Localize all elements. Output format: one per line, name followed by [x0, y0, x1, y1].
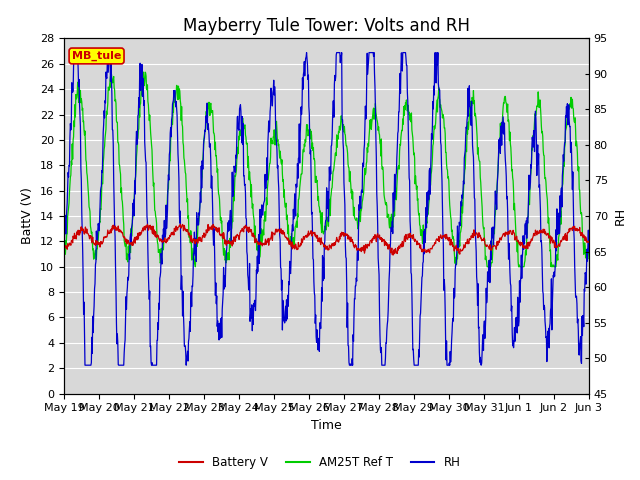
X-axis label: Time: Time	[311, 419, 342, 432]
Title: Mayberry Tule Tower: Volts and RH: Mayberry Tule Tower: Volts and RH	[183, 17, 470, 36]
Text: MB_tule: MB_tule	[72, 51, 121, 61]
Legend: Battery V, AM25T Ref T, RH: Battery V, AM25T Ref T, RH	[175, 452, 465, 474]
Y-axis label: BattV (V): BattV (V)	[22, 188, 35, 244]
Y-axis label: RH: RH	[613, 207, 627, 225]
